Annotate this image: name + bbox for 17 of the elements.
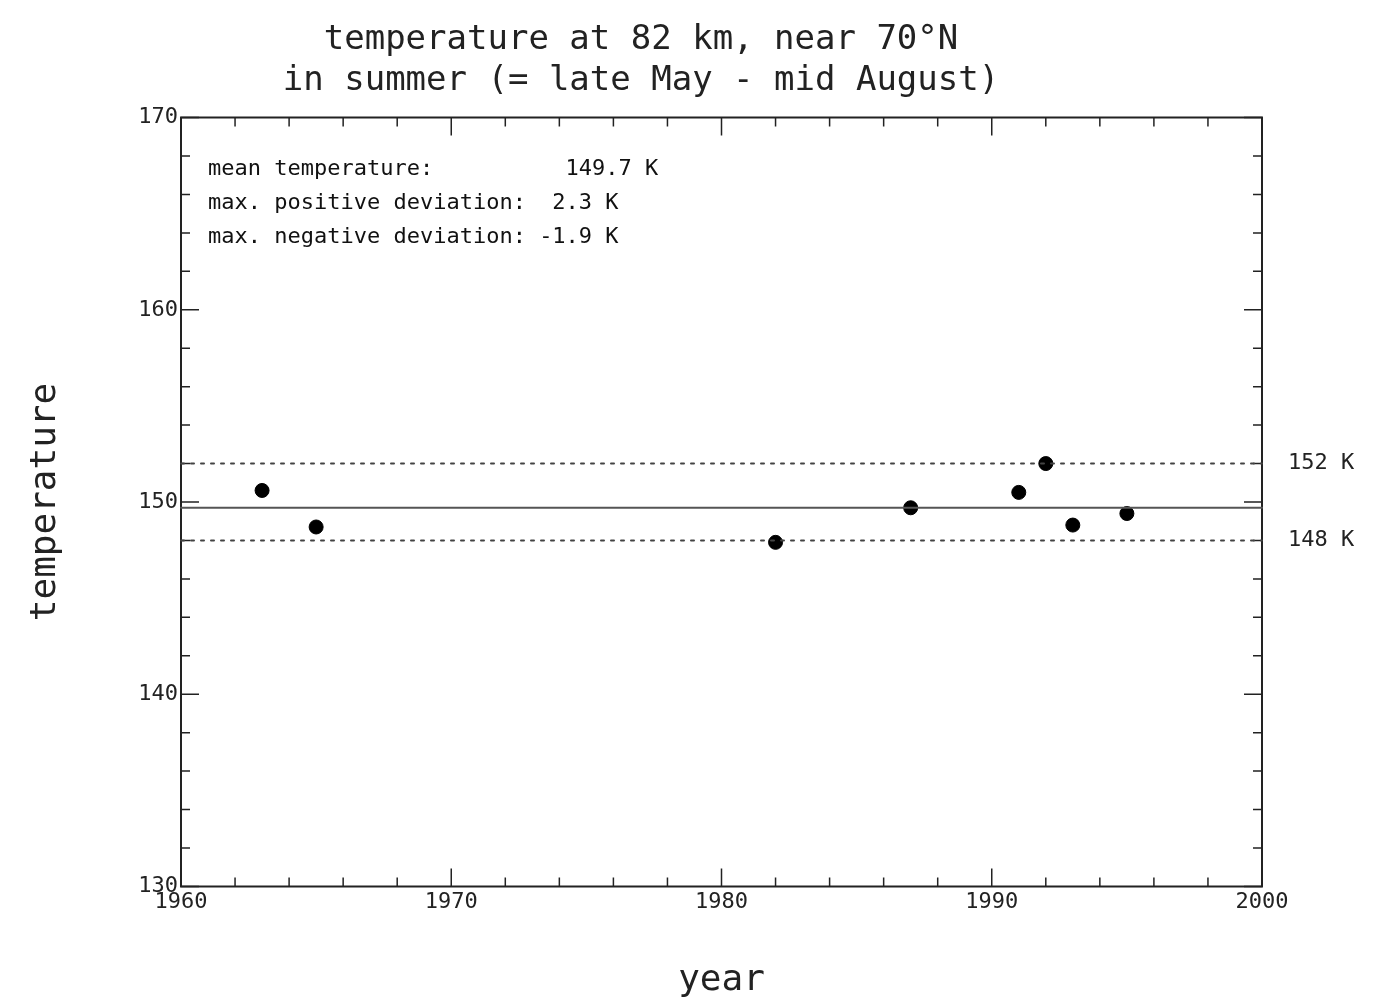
x-tick-label: 1990 [965,888,1019,914]
ref-line-label: 152 K [1288,449,1355,475]
x-tick-label: 1980 [695,888,748,914]
text: in summer (= late May - mid August) [282,58,1000,99]
text: temperature at 82 km, near 70°N [323,17,959,58]
x-axis-title: year [678,956,765,998]
ref-line-label: 148 K [1288,526,1355,552]
y-axis-title: temperature [21,382,63,622]
x-tick-label: 1970 [424,888,478,914]
x-tick-label: 2000 [1235,888,1289,914]
y-tick-label: 140 [138,679,178,705]
annotation: max. negative deviation: -1.9 K [208,223,620,249]
annotation: max. positive deviation: 2.3 K [208,189,620,215]
y-tick-label: 170 [138,103,178,129]
y-tick-label: 160 [138,295,178,321]
y-tick-label: 150 [138,487,178,513]
annotation: mean temperature: 149.7 K [208,155,660,181]
